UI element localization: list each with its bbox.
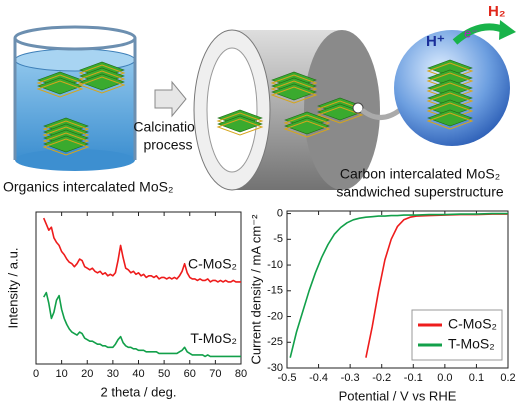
series-label: C-MoS₂ — [188, 256, 237, 272]
carbon-tube — [193, 29, 402, 191]
x-tick-label: 40 — [132, 368, 144, 380]
x-tick-label: 30 — [107, 368, 119, 380]
x-tick-label: -0.4 — [309, 372, 328, 384]
y-tick-label: -20 — [267, 310, 283, 322]
y-tick-label: -5 — [273, 233, 283, 245]
data-line — [289, 212, 508, 358]
y-tick-label: -30 — [267, 362, 283, 374]
process-arrow — [154, 80, 187, 118]
x-tick-label: -0.1 — [404, 372, 423, 384]
x-tick-label: -0.5 — [278, 372, 297, 384]
x-tick-label: 80 — [235, 368, 247, 380]
sphere — [394, 20, 516, 146]
beaker — [13, 25, 137, 171]
y-tick-label: -15 — [267, 285, 283, 297]
y-axis-label: Current density / mA cm⁻² — [248, 214, 263, 365]
x-tick-label: 50 — [158, 368, 170, 380]
x-tick-label: 0.0 — [437, 372, 452, 384]
data-line — [42, 217, 241, 283]
legend-box — [411, 309, 503, 361]
x-tick-label: 70 — [209, 368, 221, 380]
x-tick-label: 60 — [184, 368, 196, 380]
data-line — [43, 291, 241, 358]
x-axis-label: 2 theta / deg. — [101, 384, 177, 399]
x-tick-label: 0 — [33, 368, 39, 380]
proton-label: H⁺ — [426, 33, 445, 50]
y-tick-label: -10 — [267, 259, 283, 271]
x-tick-label: 0.1 — [469, 372, 484, 384]
legend-label: C-MoS₂ — [448, 316, 497, 332]
x-tick-label: -0.3 — [341, 372, 360, 384]
caption: Organics intercalated MoS₂ — [3, 179, 173, 195]
plot-frame — [286, 210, 509, 369]
arrow-label: Calcination — [133, 119, 202, 135]
electron-label: e⁻ — [464, 25, 478, 40]
x-axis-label: Potential / V vs RHE — [339, 388, 457, 403]
arrow-label: process — [143, 137, 192, 153]
series-label: T-MoS₂ — [190, 330, 237, 346]
y-tick-label: 0 — [277, 207, 283, 219]
legend-label: T-MoS₂ — [448, 336, 495, 352]
y-tick-label: -25 — [267, 336, 283, 348]
y-axis-label: Intensity / a.u. — [5, 248, 20, 329]
caption: sandwiched superstructure — [336, 184, 504, 200]
product-label: H₂ — [488, 3, 506, 20]
x-tick-label: 0.2 — [500, 372, 515, 384]
x-tick-label: -0.2 — [372, 372, 391, 384]
caption: Carbon intercalated MoS₂ — [340, 166, 500, 182]
x-tick-label: 20 — [81, 368, 93, 380]
x-tick-label: 10 — [56, 368, 68, 380]
